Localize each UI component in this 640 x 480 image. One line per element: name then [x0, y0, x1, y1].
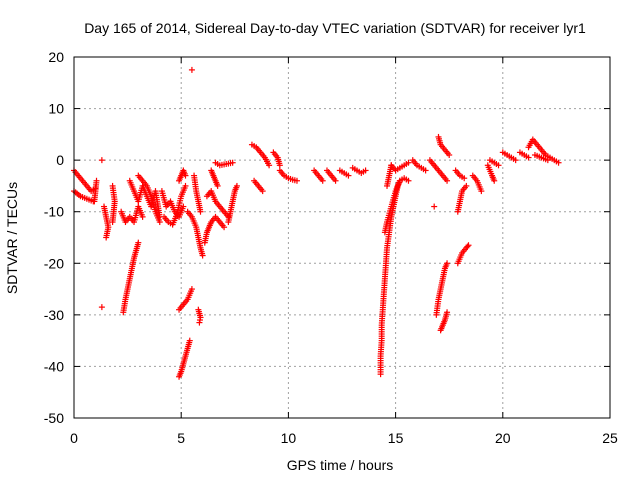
data-point: [525, 154, 532, 161]
data-point: [103, 234, 110, 241]
data-point: [446, 151, 453, 158]
x-axis-label: GPS time / hours: [287, 457, 394, 473]
data-point: [188, 66, 195, 73]
data-point: [186, 337, 193, 344]
data-point: [444, 260, 451, 267]
data-point: [214, 182, 221, 189]
data-point: [188, 286, 195, 293]
data-point: [444, 177, 451, 184]
x-tick-label: 10: [281, 430, 297, 446]
data-point: [197, 208, 204, 215]
y-tick-label: -10: [44, 204, 64, 220]
x-tick-label: 0: [70, 430, 78, 446]
data-point: [555, 159, 562, 166]
data-point: [345, 172, 352, 179]
data-point: [465, 242, 472, 249]
data-point: [229, 159, 236, 166]
data-point: [491, 177, 498, 184]
data-point: [182, 182, 189, 189]
data-point: [293, 177, 300, 184]
data-point: [156, 219, 163, 226]
y-tick-label: -20: [44, 255, 64, 271]
x-tick-label: 15: [388, 430, 404, 446]
x-tick-label: 5: [177, 430, 185, 446]
data-point: [266, 162, 273, 169]
data-point: [362, 167, 369, 174]
data-point: [464, 243, 471, 250]
data-point: [199, 252, 206, 259]
data-point: [196, 319, 203, 326]
y-tick-label: 0: [56, 152, 64, 168]
data-point: [431, 203, 438, 210]
y-tick-label: -40: [44, 358, 64, 374]
data-point: [91, 198, 98, 205]
grid-lines: [74, 57, 610, 418]
data-point: [405, 177, 412, 184]
data-point: [233, 182, 240, 189]
data-point: [276, 162, 283, 169]
y-tick-label: 10: [48, 101, 64, 117]
y-tick-label: -50: [44, 410, 64, 426]
data-point: [422, 167, 429, 174]
data-point: [135, 239, 142, 246]
data-point: [319, 177, 326, 184]
data-point: [98, 157, 105, 164]
data-point: [388, 162, 395, 169]
x-tick-label: 20: [495, 430, 511, 446]
data-point: [139, 213, 146, 220]
data-point: [444, 309, 451, 316]
x-tick-label: 25: [602, 430, 618, 446]
data-point: [478, 188, 485, 195]
data-point: [332, 177, 339, 184]
data-point: [98, 304, 105, 311]
plot-border: [73, 56, 611, 419]
data-point: [463, 182, 470, 189]
data-point: [182, 172, 189, 179]
y-tick-label: -30: [44, 307, 64, 323]
data-point: [405, 159, 412, 166]
data-point: [512, 157, 519, 164]
y-axis-label: SDTVAR / TECUs: [4, 182, 20, 294]
chart-title: Day 165 of 2014, Sidereal Day-to-day VTE…: [84, 20, 586, 36]
data-point: [495, 162, 502, 169]
data-point: [461, 175, 468, 182]
data-point: [259, 188, 266, 195]
data-point: [544, 157, 551, 164]
y-tick-label: 20: [48, 49, 64, 65]
data-point: [180, 203, 187, 210]
data-point: [109, 219, 116, 226]
data-point: [221, 224, 228, 231]
data-points: [71, 66, 562, 380]
